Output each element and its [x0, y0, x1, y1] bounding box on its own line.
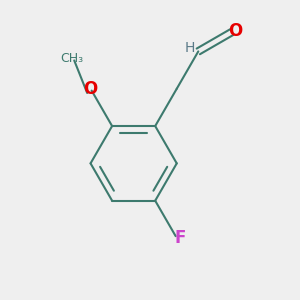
Text: O: O	[83, 80, 97, 98]
Text: CH₃: CH₃	[60, 52, 83, 65]
Text: F: F	[174, 229, 186, 247]
Text: H: H	[185, 41, 195, 56]
Text: O: O	[228, 22, 243, 40]
